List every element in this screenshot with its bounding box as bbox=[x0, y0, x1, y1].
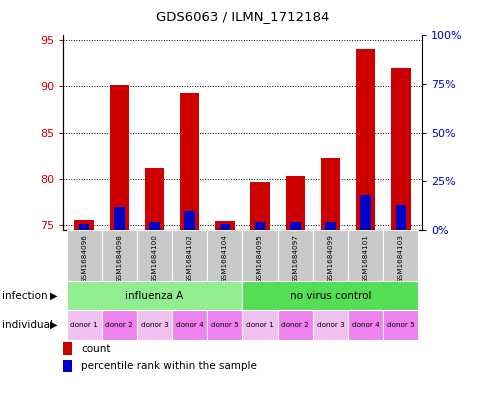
Bar bbox=[348, 310, 382, 340]
Text: GSM1684102: GSM1684102 bbox=[186, 234, 192, 283]
Text: donor 5: donor 5 bbox=[386, 322, 414, 328]
Bar bbox=[242, 310, 277, 340]
Bar bbox=[66, 230, 102, 281]
Text: ▶: ▶ bbox=[50, 320, 57, 330]
Bar bbox=[136, 310, 172, 340]
Text: donor 4: donor 4 bbox=[176, 322, 203, 328]
Text: donor 4: donor 4 bbox=[351, 322, 379, 328]
Text: individual: individual bbox=[2, 320, 53, 330]
Bar bbox=[109, 85, 129, 230]
Text: influenza A: influenza A bbox=[125, 291, 183, 301]
Bar bbox=[207, 310, 242, 340]
Bar bbox=[215, 220, 234, 230]
Bar bbox=[312, 230, 348, 281]
Text: GSM1684101: GSM1684101 bbox=[362, 234, 368, 283]
Bar bbox=[382, 230, 418, 281]
Bar bbox=[394, 205, 405, 230]
Bar bbox=[136, 230, 172, 281]
Bar bbox=[145, 168, 164, 230]
Bar bbox=[63, 360, 72, 373]
Bar bbox=[242, 230, 277, 281]
Bar bbox=[277, 310, 312, 340]
Text: GSM1684095: GSM1684095 bbox=[257, 234, 262, 283]
Bar bbox=[172, 310, 207, 340]
Text: donor 2: donor 2 bbox=[105, 322, 133, 328]
Text: GSM1684097: GSM1684097 bbox=[292, 234, 298, 283]
Bar bbox=[66, 281, 242, 310]
Bar bbox=[348, 230, 382, 281]
Text: donor 3: donor 3 bbox=[316, 322, 344, 328]
Bar bbox=[149, 222, 160, 230]
Bar bbox=[102, 230, 136, 281]
Bar bbox=[391, 68, 409, 230]
Text: GSM1684098: GSM1684098 bbox=[116, 234, 122, 283]
Bar bbox=[172, 230, 207, 281]
Text: no virus control: no virus control bbox=[289, 291, 370, 301]
Bar bbox=[242, 281, 418, 310]
Text: donor 5: donor 5 bbox=[211, 322, 238, 328]
Text: GSM1684096: GSM1684096 bbox=[81, 234, 87, 283]
Bar bbox=[360, 195, 370, 230]
Bar bbox=[102, 310, 136, 340]
Bar bbox=[285, 176, 304, 230]
Bar bbox=[66, 310, 102, 340]
Bar bbox=[312, 310, 348, 340]
Bar bbox=[63, 342, 72, 355]
Text: donor 1: donor 1 bbox=[246, 322, 273, 328]
Text: infection: infection bbox=[2, 291, 48, 301]
Bar bbox=[79, 224, 90, 230]
Text: ▶: ▶ bbox=[50, 291, 57, 301]
Bar bbox=[289, 222, 300, 230]
Bar bbox=[207, 230, 242, 281]
Text: GSM1684099: GSM1684099 bbox=[327, 234, 333, 283]
Bar bbox=[277, 230, 312, 281]
Bar bbox=[320, 158, 339, 230]
Bar bbox=[180, 93, 199, 230]
Bar bbox=[75, 220, 93, 230]
Text: donor 1: donor 1 bbox=[70, 322, 98, 328]
Text: donor 3: donor 3 bbox=[140, 322, 168, 328]
Text: GSM1684100: GSM1684100 bbox=[151, 234, 157, 283]
Bar bbox=[250, 182, 269, 230]
Bar bbox=[382, 310, 418, 340]
Text: percentile rank within the sample: percentile rank within the sample bbox=[81, 362, 257, 371]
Bar bbox=[324, 222, 335, 230]
Bar bbox=[114, 207, 124, 230]
Bar bbox=[184, 211, 195, 230]
Bar bbox=[219, 224, 230, 230]
Text: GSM1684104: GSM1684104 bbox=[222, 234, 227, 283]
Bar bbox=[355, 49, 375, 230]
Bar bbox=[254, 222, 265, 230]
Text: count: count bbox=[81, 344, 110, 354]
Text: GSM1684103: GSM1684103 bbox=[397, 234, 403, 283]
Text: GDS6063 / ILMN_1712184: GDS6063 / ILMN_1712184 bbox=[155, 10, 329, 23]
Text: donor 2: donor 2 bbox=[281, 322, 308, 328]
